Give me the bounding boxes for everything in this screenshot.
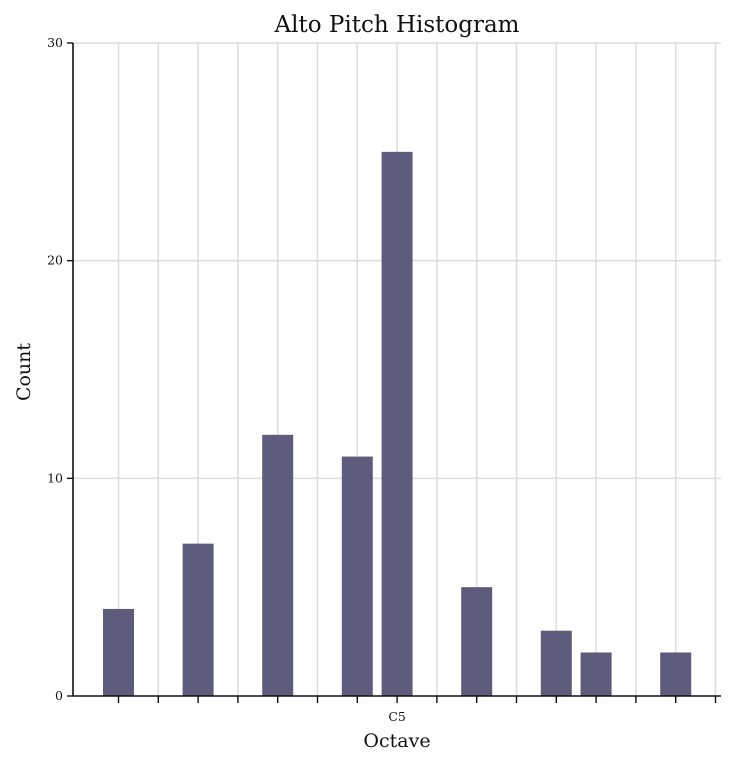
bar: [262, 434, 294, 696]
bar: [580, 652, 612, 696]
y-tick-label: 20: [47, 253, 63, 268]
bar: [103, 608, 134, 696]
x-axis-label: Octave: [363, 730, 430, 752]
y-tick-label: 30: [47, 35, 63, 50]
x-tick-label: C5: [388, 709, 406, 724]
y-axis-label: Count: [13, 343, 35, 401]
y-tick-label: 10: [47, 470, 63, 485]
bar: [461, 587, 493, 696]
bar: [660, 652, 692, 696]
ticks: 0 10 20 30 C5: [47, 35, 717, 724]
y-tick-label: 0: [55, 688, 63, 703]
bar: [341, 456, 373, 696]
bar: [381, 151, 413, 697]
bar: [540, 630, 572, 696]
chart-title: Alto Pitch Histogram: [274, 12, 520, 38]
bars: [103, 151, 692, 697]
bar: [182, 543, 214, 696]
